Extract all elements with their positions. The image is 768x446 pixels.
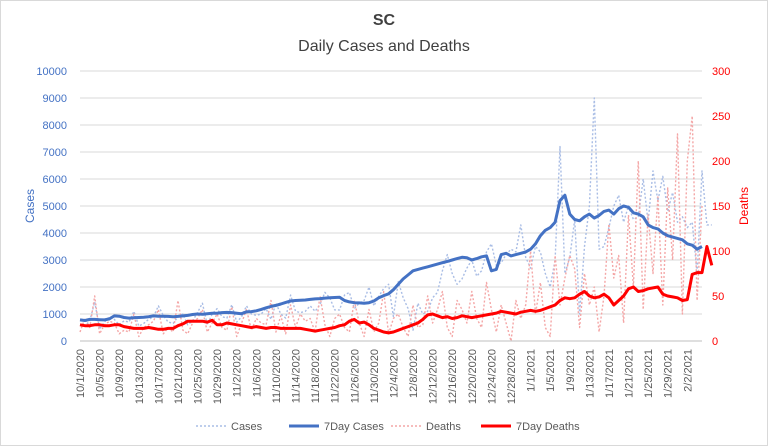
y-tick-label: 1000 <box>43 309 67 321</box>
y2-tick-label: 200 <box>712 156 730 168</box>
x-tick-label: 1/5/2021 <box>545 349 557 392</box>
chart-subtitle: Daily Cases and Deaths <box>298 38 470 55</box>
y2-tick-label: 300 <box>712 66 730 78</box>
x-tick-label: 11/10/2020 <box>271 349 283 403</box>
x-tick-label: 11/26/2020 <box>349 349 361 403</box>
chart-title: SC <box>373 12 396 29</box>
series-line-cases <box>79 97 712 331</box>
x-tick-label: 10/29/2020 <box>212 349 224 404</box>
x-tick-label: 10/13/2020 <box>134 349 146 404</box>
y-tick-label: 2000 <box>43 282 67 294</box>
y2-tick-label: 100 <box>712 246 730 258</box>
y-tick-label: 6000 <box>43 174 67 186</box>
y2-axis-label: Deaths <box>737 187 751 225</box>
x-tick-label: 1/29/2021 <box>663 349 675 398</box>
x-tick-label: 10/25/2020 <box>193 349 205 404</box>
legend-label: 7Day Deaths <box>516 421 580 433</box>
x-tick-label: 12/8/2020 <box>408 349 420 398</box>
x-tick-label: 11/6/2020 <box>251 349 263 397</box>
x-tick-label: 1/1/2021 <box>526 349 538 392</box>
series-line-7day-cases <box>79 193 703 322</box>
x-tick-label: 12/4/2020 <box>388 349 400 398</box>
x-tick-label: 11/22/2020 <box>330 349 342 403</box>
x-tick-label: 12/16/2020 <box>447 349 459 404</box>
x-tick-label: 11/14/2020 <box>290 349 302 403</box>
x-tick-label: 10/1/2020 <box>75 349 87 398</box>
y-tick-label: 10000 <box>36 66 67 78</box>
y-tick-label: 4000 <box>43 228 67 240</box>
series-line-7day-deaths <box>79 245 714 335</box>
x-tick-label: 1/25/2021 <box>643 349 655 398</box>
x-tick-label: 12/20/2020 <box>467 349 479 404</box>
legend-label: Deaths <box>426 421 461 433</box>
x-tick-label: 12/24/2020 <box>486 349 498 404</box>
x-tick-label: 10/21/2020 <box>173 349 185 404</box>
series-line-deaths <box>79 115 703 342</box>
x-tick-label: 10/5/2020 <box>95 349 107 398</box>
x-tick-label: 1/13/2021 <box>584 349 596 398</box>
x-tick-label: 11/2/2020 <box>232 349 244 397</box>
y2-tick-label: 250 <box>712 111 730 123</box>
y2-tick-label: 0 <box>712 336 718 348</box>
x-tick-label: 2/2/2021 <box>682 349 694 392</box>
x-tick-label: 1/21/2021 <box>624 349 636 398</box>
legend-label: 7Day Cases <box>324 421 384 433</box>
y-tick-label: 5000 <box>43 201 67 213</box>
x-tick-label: 11/18/2020 <box>310 349 322 403</box>
legend: Cases 7Day Cases Deaths 7Day Deaths <box>196 421 580 433</box>
y-tick-label: 3000 <box>43 255 67 267</box>
y-tick-label: 7000 <box>43 147 67 159</box>
x-tick-label: 1/9/2021 <box>565 349 577 392</box>
y-tick-label: 0 <box>61 336 67 348</box>
x-tick-label: 10/9/2020 <box>114 349 126 398</box>
x-tick-label: 11/30/2020 <box>369 349 381 403</box>
x-tick-label: 1/17/2021 <box>604 349 616 398</box>
x-tick-label: 12/28/2020 <box>506 349 518 404</box>
y-tick-label: 9000 <box>43 93 67 105</box>
legend-label: Cases <box>231 421 263 433</box>
y-axis-label: Cases <box>23 189 37 223</box>
y2-tick-label: 150 <box>712 201 730 213</box>
x-tick-label: 10/17/2020 <box>153 349 165 404</box>
y2-tick-label: 50 <box>712 291 724 303</box>
y-tick-label: 8000 <box>43 120 67 132</box>
x-tick-label: 12/12/2020 <box>428 349 440 404</box>
